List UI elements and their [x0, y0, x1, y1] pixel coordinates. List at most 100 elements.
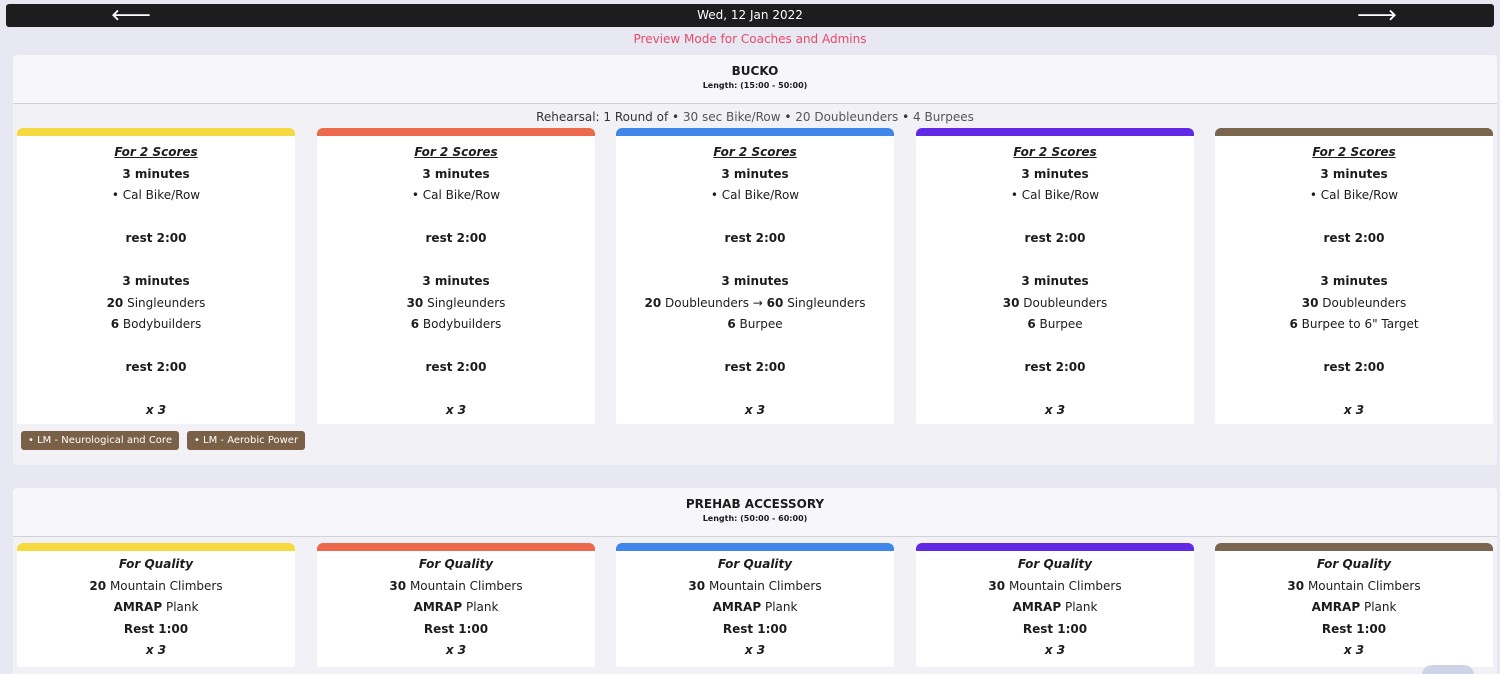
rehearsal-line: Rehearsal: 1 Round of • 30 sec Bike/Row …	[536, 110, 974, 124]
movement-line: AMRAP Plank	[1215, 597, 1493, 619]
movement-name: Plank	[1363, 600, 1397, 614]
rounds: x 3	[1343, 643, 1365, 657]
movement-name: Bodybuilders	[422, 317, 502, 331]
card-body: For Quality 30 Mountain Climbers AMRAP Pla…	[1215, 551, 1493, 662]
section-title: PREHAB ACCESSORY	[685, 497, 825, 511]
workout-card: For 2 Scores 3 minutes • Cal Bike/Row rest …	[916, 128, 1194, 424]
workout-card: For 2 Scores 3 minutes • Cal Bike/Row rest …	[1215, 128, 1493, 424]
interval-duration: 3 minutes	[721, 274, 789, 288]
movement-name: Singleunders	[787, 295, 866, 310]
movement-line: 6 Burpee	[916, 314, 1194, 336]
interval-duration: 3 minutes	[422, 274, 490, 288]
tag-neurological-core[interactable]: • LM - Neurological and Core	[21, 431, 179, 450]
movement-line: 30 Mountain Climbers	[317, 576, 595, 598]
score-heading: For 2 Scores	[1312, 145, 1396, 159]
movement-line: • Cal Bike/Row	[710, 188, 800, 202]
arrow-right-icon[interactable]: 🡒	[1356, 6, 1397, 24]
tag-aerobic-power[interactable]: • LM - Aerobic Power	[186, 431, 306, 450]
movement-name: Burpee	[1039, 317, 1083, 331]
rest-line: rest 2:00	[125, 231, 187, 245]
movement-name: Plank	[165, 600, 199, 614]
rehearsal-item: 4 Burpees	[913, 110, 974, 124]
score-heading: For Quality	[717, 557, 793, 571]
score-heading: For 2 Scores	[713, 145, 797, 159]
movement-reps: AMRAP	[113, 600, 163, 614]
card-body: For 2 Scores 3 minutes • Cal Bike/Row rest …	[916, 136, 1194, 422]
movement-line: • Cal Bike/Row	[1010, 188, 1100, 202]
movement-reps: AMRAP	[413, 600, 463, 614]
movement-name: Burpee	[739, 317, 783, 331]
score-heading: For 2 Scores	[1013, 145, 1097, 159]
section-length: Length: (50:00 - 60:00)	[702, 514, 808, 523]
movement-reps: 20	[89, 578, 107, 593]
movement-reps: 6	[110, 317, 120, 331]
rest-line: Rest 1:00	[722, 621, 788, 636]
card-body: For Quality 30 Mountain Climbers AMRAP Pla…	[616, 551, 894, 662]
card-body: For 2 Scores 3 minutes • Cal Bike/Row rest …	[1215, 136, 1493, 422]
section-header: PREHAB ACCESSORY Length: (50:00 - 60:00)	[13, 488, 1497, 537]
interval-duration: 3 minutes	[721, 166, 789, 181]
spacer	[916, 379, 1194, 401]
movement-line: 30 Doubleunders	[916, 293, 1194, 315]
movement-line: AMRAP Plank	[17, 597, 295, 619]
spacer	[916, 207, 1194, 229]
arrow-left-icon[interactable]: 🡐	[111, 6, 152, 24]
rounds: x 3	[744, 643, 766, 657]
workout-card: For 2 Scores 3 minutes • Cal Bike/Row rest …	[17, 128, 295, 424]
movement-name: Mountain Climbers	[409, 578, 523, 593]
card-body: For 2 Scores 3 minutes • Cal Bike/Row rest …	[616, 136, 894, 422]
movement-line: 6 Bodybuilders	[17, 314, 295, 336]
section-header: BUCKO Length: (15:00 - 50:00)	[13, 55, 1497, 104]
movement-reps: 6	[1289, 317, 1298, 331]
interval-duration: 3 minutes	[122, 166, 190, 181]
scroll-top-button[interactable]	[1422, 665, 1474, 674]
movement-reps: 30	[688, 578, 706, 593]
workout-card: For Quality 30 Mountain Climbers AMRAP Pla…	[317, 543, 595, 667]
rest-line: rest 2:00	[1024, 360, 1086, 374]
date-navigation-bar: 🡐 Wed, 12 Jan 2022 🡒	[6, 4, 1494, 27]
score-heading: For 2 Scores	[414, 145, 498, 159]
movement-name: Singleunders	[127, 295, 206, 310]
preview-mode-notice: Preview Mode for Coaches and Admins	[633, 32, 867, 46]
movement-line: 30 Mountain Climbers	[916, 576, 1194, 598]
movement-line: 20 Doubleunders → 60 Singleunders	[616, 293, 894, 315]
interval-duration: 3 minutes	[1021, 274, 1089, 288]
movement-name: Mountain Climbers	[1307, 578, 1421, 593]
spacer	[616, 250, 894, 272]
rest-line: Rest 1:00	[1321, 621, 1387, 636]
rounds: x 3	[145, 403, 167, 417]
movement-reps: 30	[389, 578, 407, 593]
movement-reps: 30	[1287, 578, 1305, 593]
rest-line: Rest 1:00	[423, 621, 489, 636]
movement-line: 30 Singleunders	[317, 293, 595, 315]
spacer	[317, 336, 595, 358]
movement-reps: 6	[410, 317, 420, 331]
movement-line: • Cal Bike/Row	[411, 188, 501, 202]
movement-line: 30 Mountain Climbers	[616, 576, 894, 598]
rest-line: rest 2:00	[425, 360, 487, 374]
movement-name: Burpee to 6" Target	[1301, 317, 1419, 331]
movement-name: Doubleunders	[1023, 295, 1108, 310]
track-color-bar	[616, 543, 894, 551]
score-heading: For Quality	[118, 557, 194, 571]
rest-line: rest 2:00	[425, 231, 487, 245]
score-heading: For 2 Scores	[114, 145, 198, 159]
spacer	[17, 379, 295, 401]
rounds: x 3	[1343, 403, 1365, 417]
rounds: x 3	[145, 643, 167, 657]
movement-line: 6 Burpee	[616, 314, 894, 336]
movement-name: Plank	[1064, 600, 1098, 614]
track-color-bar	[17, 128, 295, 136]
section-title: BUCKO	[731, 64, 779, 78]
rehearsal-item: 20 Doubleunders	[795, 110, 899, 124]
interval-duration: 3 minutes	[422, 166, 490, 181]
movement-line: • Cal Bike/Row	[111, 188, 201, 202]
movement-name: Plank	[764, 600, 798, 614]
card-body: For 2 Scores 3 minutes • Cal Bike/Row rest …	[317, 136, 595, 422]
movement-name: Bodybuilders	[122, 317, 202, 331]
spacer	[616, 207, 894, 229]
movement-reps: 30	[1301, 295, 1319, 310]
spacer	[317, 207, 595, 229]
workout-section-prehab-accessory: PREHAB ACCESSORY Length: (50:00 - 60:00)…	[13, 488, 1497, 674]
spacer	[317, 379, 595, 401]
